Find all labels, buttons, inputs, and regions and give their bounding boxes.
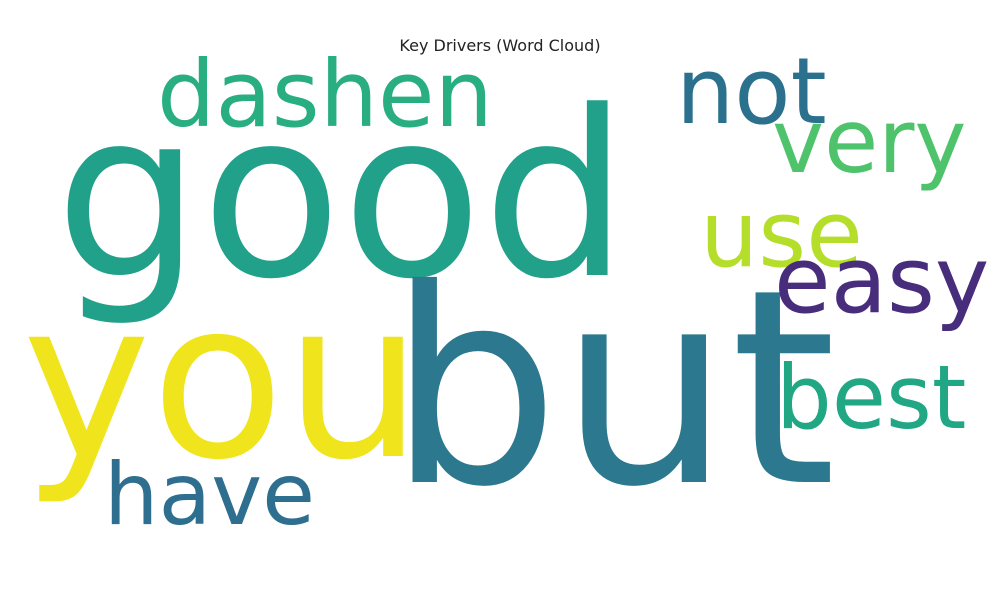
word-you: you — [22, 255, 423, 508]
word-best: best — [776, 346, 966, 449]
word-use: use — [700, 181, 863, 288]
word-easy: easy — [774, 227, 989, 334]
word-but: but — [388, 231, 836, 546]
chart-title: Key Drivers (Word Cloud) — [399, 36, 600, 55]
word-not: not — [676, 38, 827, 145]
word-dashen: dashen — [157, 41, 493, 148]
word-very: very — [772, 90, 966, 193]
word-good: good — [55, 63, 628, 330]
word-have: have — [104, 445, 315, 545]
